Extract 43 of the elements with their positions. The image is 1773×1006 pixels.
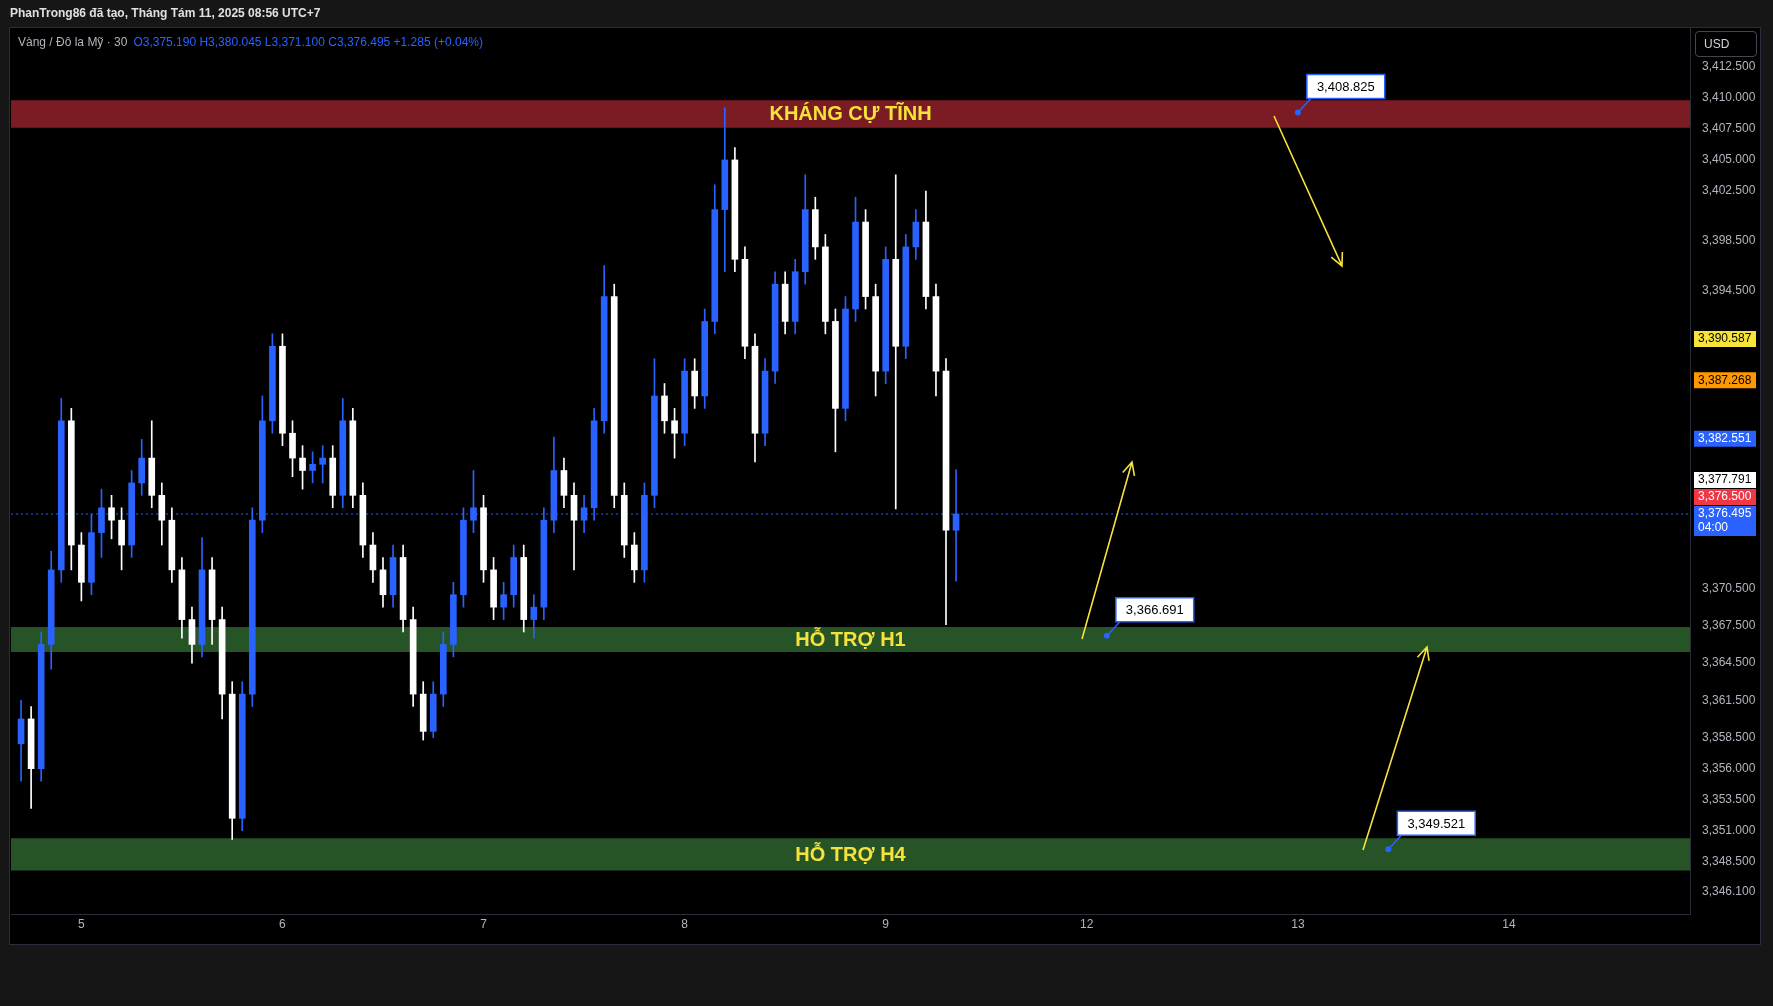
text: O3,375.190 H3,380.045 L3,371.100 C3,376.495 +1.285 (+0.04%) xyxy=(133,35,484,49)
annotation: 3,366.691 xyxy=(1125,602,1184,618)
y-tick-label: 3,394.500 xyxy=(1702,282,1756,297)
y-tick-label: 3,351.000 xyxy=(1702,823,1756,838)
text: 04:00 xyxy=(1698,520,1729,535)
text: PhanTrong86 đã tạo, Tháng Tám 11, 2025 08:56 UTC+7 xyxy=(10,6,321,20)
y-tick-label: 3,346.100 xyxy=(1702,883,1756,898)
y-tick-label: 3,361.500 xyxy=(1702,692,1756,707)
text: 3,382.551 xyxy=(1698,431,1752,446)
y-tick-label: 3,367.500 xyxy=(1702,618,1756,633)
candlestick xyxy=(319,445,326,484)
y-tick-label: 3,356.000 xyxy=(1702,760,1756,775)
x-tick-label: 13 xyxy=(1291,916,1305,931)
y-tick-label: 3,353.500 xyxy=(1702,792,1756,807)
text: Vàng / Đô la Mỹ · 30 xyxy=(18,35,128,49)
y-tick-label: 3,412.500 xyxy=(1702,59,1756,74)
text: 3,376.500 xyxy=(1698,489,1752,504)
x-tick-label: 14 xyxy=(1502,916,1517,931)
x-tick-label: 12 xyxy=(1080,916,1094,931)
ref-line-label: 3,376.495 xyxy=(1698,506,1752,521)
x-tick-label: 7 xyxy=(480,916,488,931)
band-label: HỖ TRỢ H1 xyxy=(795,626,906,650)
y-tick-label: 3,364.500 xyxy=(1702,655,1756,670)
y-tick-label: 3,370.500 xyxy=(1702,580,1756,595)
text: 3,387.268 xyxy=(1698,372,1752,387)
y-tick-label: 3,398.500 xyxy=(1702,232,1756,247)
x-tick-label: 6 xyxy=(279,916,287,931)
y-tick-label: 3,402.500 xyxy=(1702,183,1756,198)
currency-button: USD xyxy=(1695,31,1757,57)
y-tick-label: 3,348.500 xyxy=(1702,854,1756,869)
y-tick-label: 3,358.500 xyxy=(1702,729,1756,744)
band-label: KHÁNG CỰ TĨNH xyxy=(769,102,932,125)
text: 3,377.791 xyxy=(1698,472,1752,487)
y-tick-label: 3,405.000 xyxy=(1702,152,1756,167)
text: 3,390.587 xyxy=(1698,331,1752,346)
annotation: 3,349.521 xyxy=(1407,815,1466,831)
annotation: 3,408.825 xyxy=(1316,78,1375,94)
band-label: HỖ TRỢ H4 xyxy=(795,841,907,865)
y-tick-label: 3,410.000 xyxy=(1702,90,1756,105)
x-tick-label: 5 xyxy=(78,916,86,931)
x-tick-label: 8 xyxy=(681,916,689,931)
x-tick-label: 9 xyxy=(882,916,890,931)
y-tick-label: 3,407.500 xyxy=(1702,121,1756,136)
